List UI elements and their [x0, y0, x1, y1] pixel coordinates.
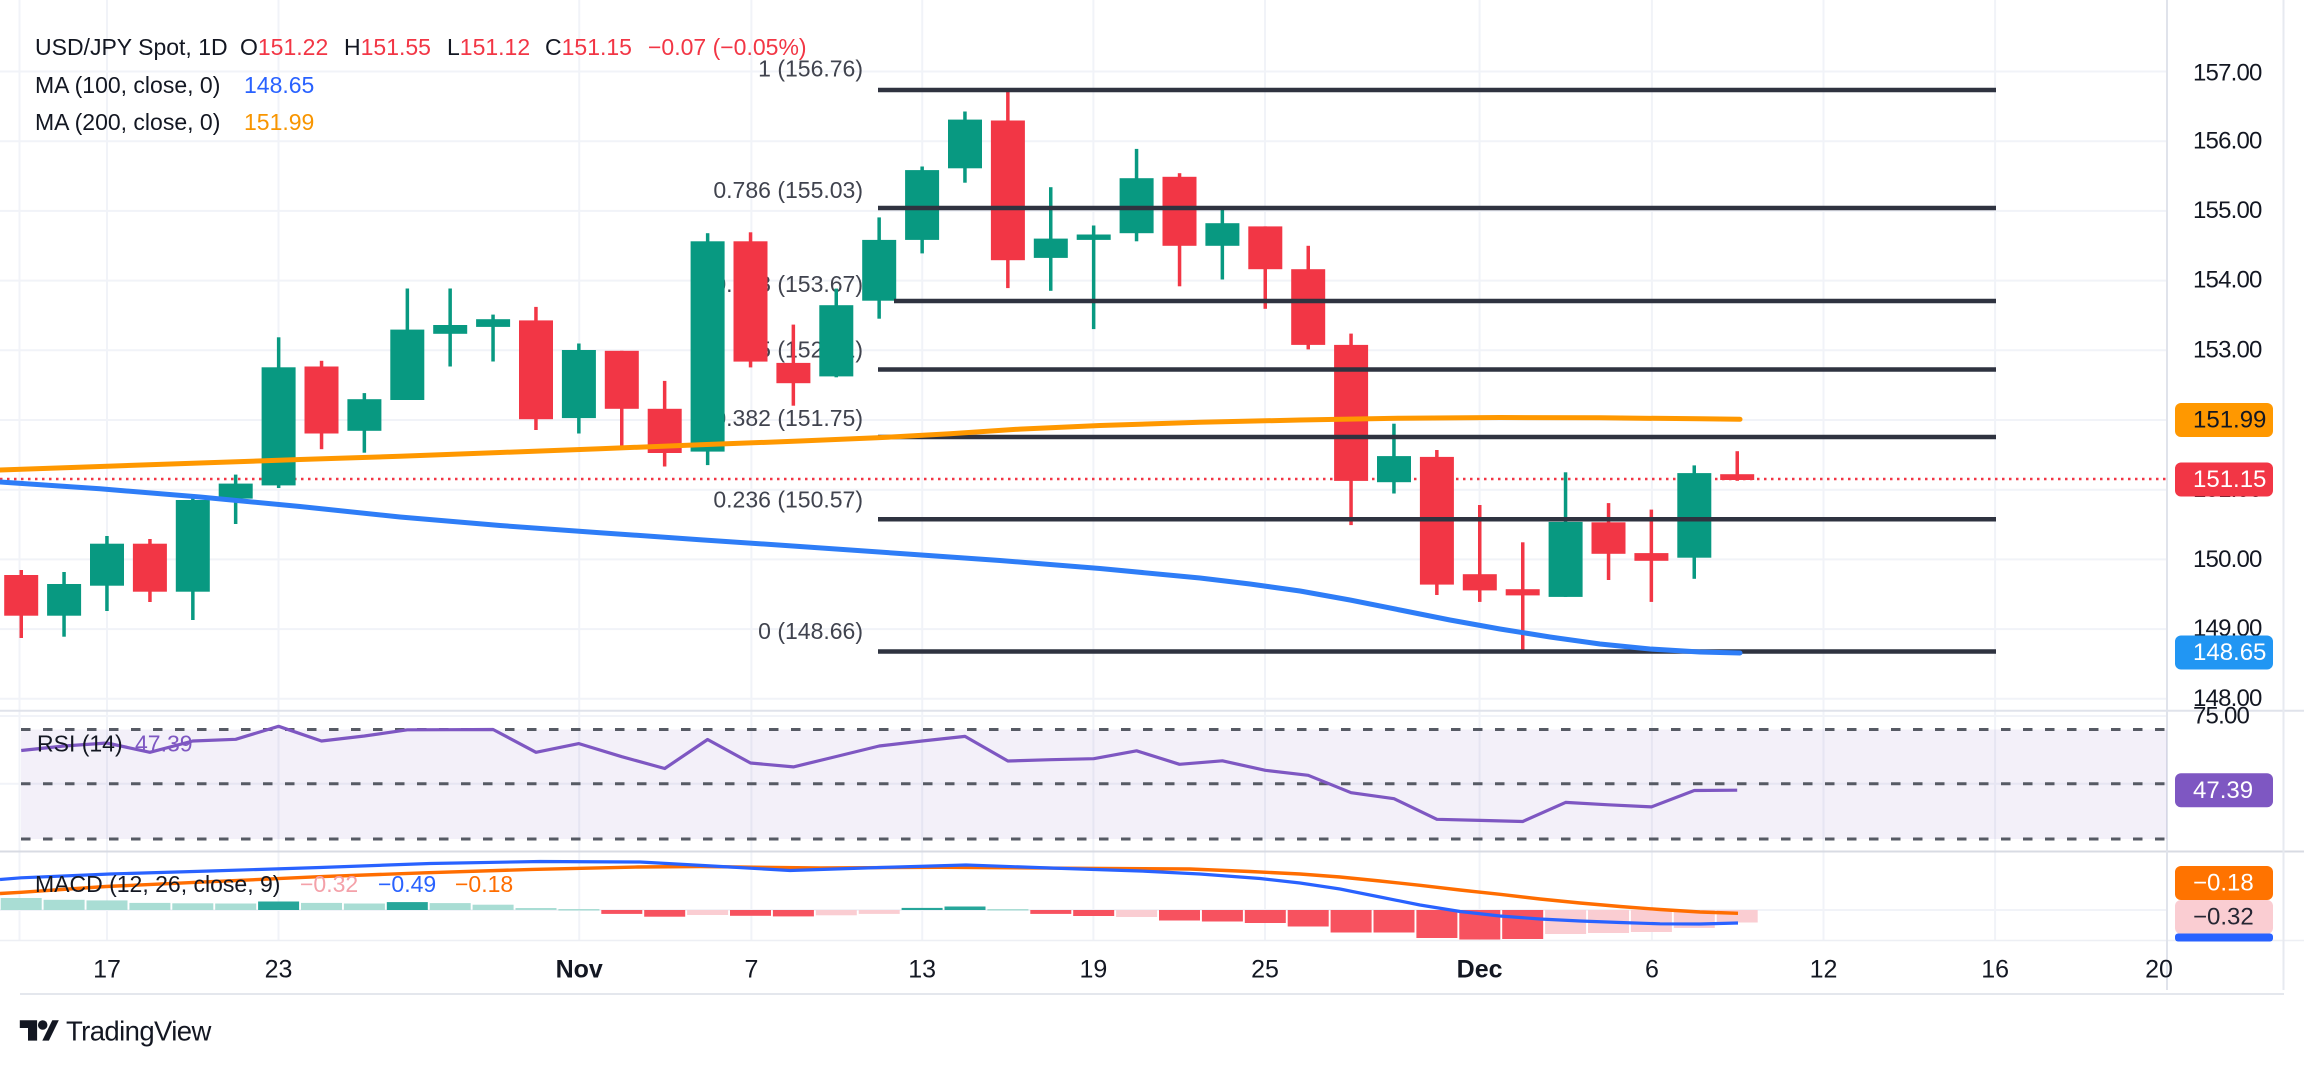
svg-text:154.00: 154.00	[2193, 267, 2262, 294]
svg-text:7: 7	[744, 956, 758, 984]
svg-text:148.65: 148.65	[2193, 639, 2266, 666]
svg-text:20: 20	[2145, 956, 2173, 984]
svg-text:148.00: 148.00	[2193, 685, 2262, 712]
svg-text:−0.32: −0.32	[300, 871, 358, 897]
svg-text:0.786 (155.03): 0.786 (155.03)	[713, 177, 863, 203]
svg-text:MA (100, close, 0): MA (100, close, 0)	[35, 72, 220, 98]
svg-text:23: 23	[265, 956, 293, 984]
svg-text:17: 17	[93, 956, 121, 984]
svg-text:−0.07 (−0.05%): −0.07 (−0.05%)	[648, 34, 807, 60]
svg-text:MACD (12, 26, close, 9): MACD (12, 26, close, 9)	[35, 871, 280, 897]
svg-text:12: 12	[1810, 956, 1838, 984]
svg-text:C151.15: C151.15	[545, 34, 632, 60]
svg-text:151.15: 151.15	[2193, 466, 2266, 493]
svg-text:Dec: Dec	[1457, 956, 1503, 984]
svg-text:19: 19	[1079, 956, 1107, 984]
svg-text:156.00: 156.00	[2193, 128, 2262, 155]
svg-text:25: 25	[1251, 956, 1279, 984]
svg-text:148.65: 148.65	[244, 72, 314, 98]
svg-text:MA (200, close, 0): MA (200, close, 0)	[35, 109, 220, 135]
svg-text:75.00: 75.00	[2193, 703, 2250, 730]
svg-text:16: 16	[1981, 956, 2009, 984]
svg-text:153.00: 153.00	[2193, 337, 2262, 364]
svg-text:TradingView: TradingView	[66, 1015, 211, 1046]
svg-text:151.99: 151.99	[2193, 407, 2266, 434]
svg-text:−0.18: −0.18	[455, 871, 513, 897]
svg-text:Nov: Nov	[556, 956, 603, 984]
svg-text:H151.55: H151.55	[344, 34, 431, 60]
svg-text:RSI (14): RSI (14)	[37, 730, 123, 756]
svg-text:6: 6	[1645, 956, 1659, 984]
svg-text:157.00: 157.00	[2193, 60, 2262, 87]
svg-text:155.00: 155.00	[2193, 197, 2262, 224]
svg-text:0.236 (150.57): 0.236 (150.57)	[713, 486, 863, 512]
svg-text:13: 13	[908, 956, 936, 984]
svg-text:150.00: 150.00	[2193, 546, 2262, 573]
svg-text:−0.18: −0.18	[2193, 870, 2254, 897]
svg-text:USD/JPY Spot, 1D: USD/JPY Spot, 1D	[35, 34, 228, 60]
svg-text:−0.49: −0.49	[378, 871, 436, 897]
svg-text:1 (156.76): 1 (156.76)	[758, 56, 863, 82]
svg-text:0 (148.66): 0 (148.66)	[758, 618, 863, 644]
svg-text:L151.12: L151.12	[447, 34, 530, 60]
svg-text:−0.32: −0.32	[2193, 904, 2254, 931]
svg-text:O151.22: O151.22	[240, 34, 328, 60]
svg-text:47.39: 47.39	[2193, 777, 2253, 804]
svg-text:0.382 (151.75): 0.382 (151.75)	[713, 405, 863, 431]
svg-text:151.99: 151.99	[244, 109, 314, 135]
svg-text:47.39: 47.39	[135, 730, 193, 756]
